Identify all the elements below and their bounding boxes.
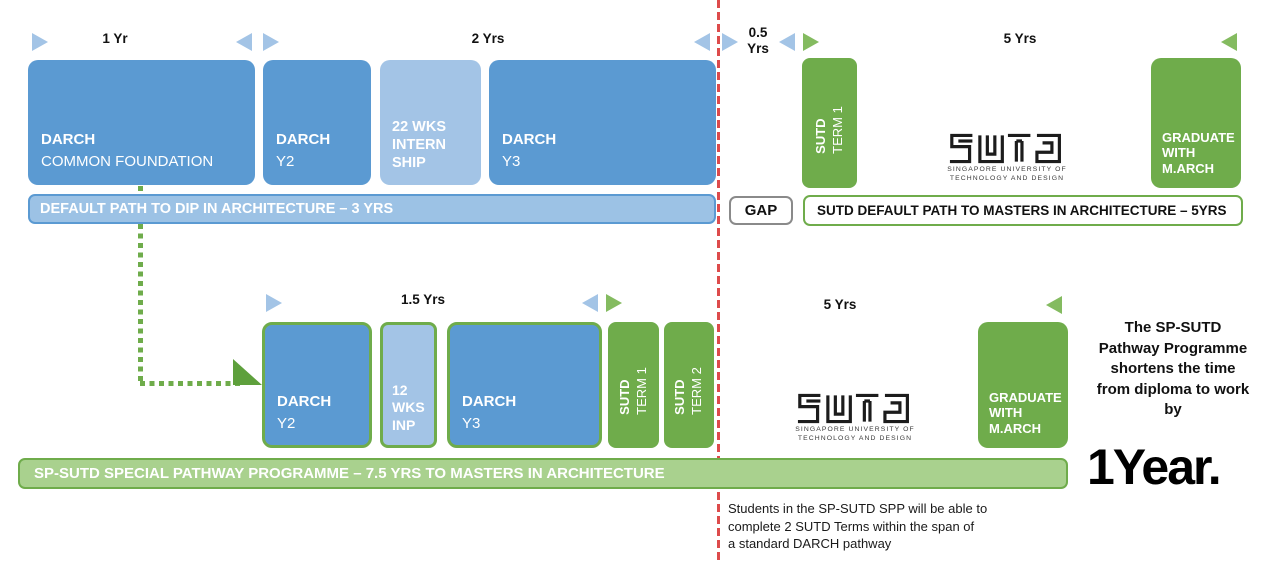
box-line: INP [392,416,416,433]
box-line: 22 WKS [392,118,446,135]
sutd-logo: SINGAPORE UNIVERSITY OF TECHNOLOGY AND D… [942,132,1072,183]
arrow-right-icon [606,294,622,312]
box-sutd-term2-bottom: SUTD TERM 2 [664,322,714,448]
box-title: SUTD [616,379,632,416]
arrow-left-icon [779,33,795,51]
box-title: DARCH [462,393,517,411]
box-subtitle: COMMON FOUNDATION [41,152,214,170]
box-title: DARCH [502,131,557,149]
box-title: DARCH [276,131,331,149]
box-line: 12 [392,381,408,398]
box-line: SHIP [392,154,426,171]
box-title: DARCH [277,393,332,411]
box-subtitle: Y2 [277,414,296,432]
box-line: M.ARCH [989,420,1041,436]
box-title: SUTD [672,379,688,416]
arrow-left-icon [1221,33,1237,51]
arrow-left-icon [236,33,252,51]
box-title: DARCH [41,131,96,149]
arrow-left-icon [582,294,598,312]
banner-text: DEFAULT PATH TO DIP IN ARCHITECTURE – 3 … [40,201,394,217]
span-label-5yrs-top: 5 Yrs [1003,31,1037,46]
box-line: WKS [392,399,425,415]
box-sutd-term1-bottom: SUTD TERM 1 [608,322,659,448]
box-sutd-term1-top: SUTD TERM 1 [802,58,857,188]
logo-caption: SINGAPORE UNIVERSITY OF [947,166,1067,173]
sutd-logo-wordmark-icon [949,133,1061,164]
arrow-right-icon [263,33,279,51]
banner-text: SUTD DEFAULT PATH TO MASTERS IN ARCHITEC… [817,203,1227,218]
arrow-right-icon [803,33,819,51]
span-label-15yrs: 1.5 Yrs [400,292,446,307]
span-label-1yr: 1 Yr [102,31,128,46]
logo-caption: SINGAPORE UNIVERSITY OF [795,426,915,433]
dotted-transfer-path-horizontal [140,381,240,386]
arrow-right-icon [722,33,738,51]
gap-label: GAP [744,202,778,219]
dotted-transfer-path-vertical [138,186,143,384]
box-line: WITH [989,405,1023,421]
transfer-arrowhead-icon [233,359,262,385]
box-darch-y2-bottom: DARCH Y2 [262,322,372,448]
banner-default-path: DEFAULT PATH TO DIP IN ARCHITECTURE – 3 … [28,194,716,224]
box-graduate-march-bottom: GRADUATE WITH M.ARCH [978,322,1068,448]
banner-sutd-default-path: SUTD DEFAULT PATH TO MASTERS IN ARCHITEC… [803,195,1243,226]
arrow-left-icon [694,33,710,51]
span-label-2yrs: 2 Yrs [471,31,505,46]
callout-big-1year: 1Year. [1087,439,1222,495]
box-darch-y2-top: DARCH Y2 [263,60,371,185]
box-subtitle: Y3 [502,152,521,170]
box-subtitle: Y2 [276,152,295,170]
box-internship-22wks: 22 WKS INTERN SHIP [380,60,481,185]
gap-box: GAP [729,196,793,225]
box-line: INTERN [392,136,446,153]
span-label-05yrs: 0.5 Yrs [747,25,769,56]
box-darch-common-foundation: DARCH COMMON FOUNDATION [28,60,255,185]
box-subtitle: Y3 [462,414,481,432]
box-line: GRADUATE [989,390,1062,406]
arrow-left-icon [1046,296,1062,314]
box-title: SUTD [812,117,828,154]
logo-caption: TECHNOLOGY AND DESIGN [797,435,913,443]
box-subtitle: TERM 1 [633,367,649,416]
box-subtitle: TERM 2 [689,367,704,416]
sutd-logo-wordmark-icon [797,393,909,424]
box-line: GRADUATE [1162,130,1235,146]
sutd-logo: SINGAPORE UNIVERSITY OF TECHNOLOGY AND D… [790,392,920,443]
banner-sp-sutd-pathway: SP-SUTD SPECIAL PATHWAY PROGRAMME – 7.5 … [18,458,1068,489]
banner-text: SP-SUTD SPECIAL PATHWAY PROGRAMME – 7.5 … [34,465,665,482]
arrow-right-icon [266,294,282,312]
box-line: WITH [1162,145,1196,161]
callout-text: The SP-SUTD Pathway Programme shortens t… [1096,319,1250,418]
red-divider-line [717,0,720,561]
logo-caption: TECHNOLOGY AND DESIGN [949,175,1065,183]
box-graduate-march-top: GRADUATE WITH M.ARCH [1151,58,1241,188]
box-subtitle: TERM 1 [829,105,845,154]
box-line: M.ARCH [1162,160,1214,176]
box-darch-y3-top: DARCH Y3 [489,60,716,185]
span-label-5yrs-bottom: 5 Yrs [823,297,857,312]
box-inp-12wks: 12 WKS INP [380,322,437,448]
footnote-text: Students in the SP-SUTD SPP will be able… [728,501,988,551]
arrow-right-icon [32,33,48,51]
box-darch-y3-bottom: DARCH Y3 [447,322,602,448]
